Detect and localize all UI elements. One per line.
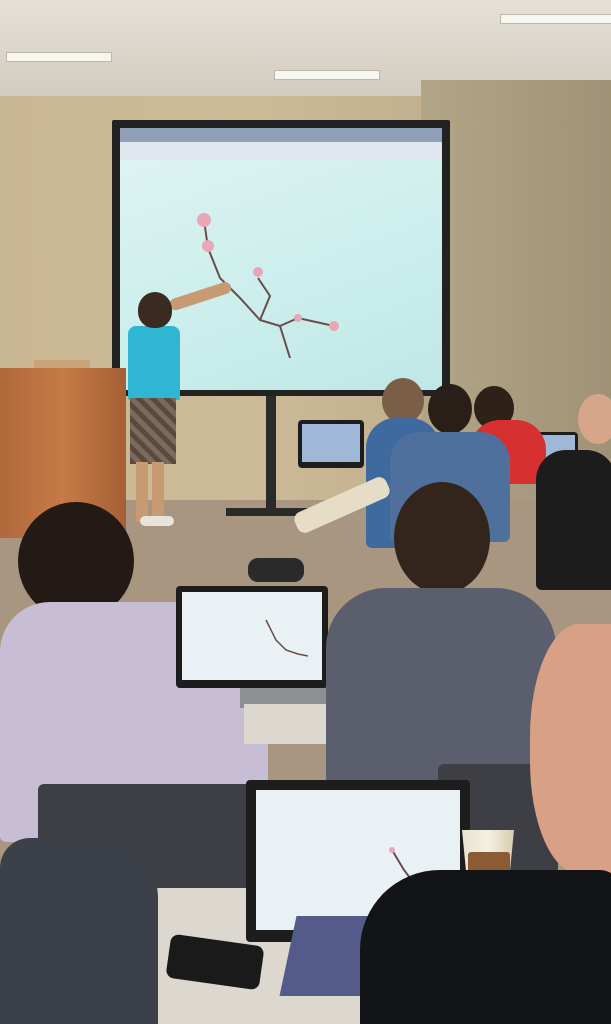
attendee-head-foreground: [530, 624, 611, 874]
graph-edge: [203, 219, 281, 327]
graph-edge: [257, 277, 272, 321]
graph-edge: [279, 316, 335, 327]
presenter-leg: [136, 462, 148, 522]
laptop: [298, 420, 364, 468]
attendee-head: [18, 502, 134, 620]
attendee-head: [578, 394, 611, 444]
ceiling-light: [274, 70, 380, 80]
graph-node: [329, 321, 339, 331]
presenter-shoe: [140, 516, 174, 526]
laptop-display: [182, 592, 322, 680]
podium-lamp: [34, 360, 90, 370]
screen-stand: [266, 396, 276, 516]
attendee-torso: [536, 450, 611, 590]
desk: [244, 704, 330, 744]
attendee-head: [394, 482, 490, 594]
attendee-shoe: [248, 558, 304, 582]
graph-edge: [279, 325, 291, 359]
attendee-torso-foreground: [360, 870, 611, 1024]
presenter-shirt: [128, 326, 180, 400]
laptop: [176, 586, 328, 688]
presenter-leg: [152, 462, 164, 522]
graph-node: [253, 267, 263, 277]
presenter-head: [138, 292, 172, 328]
attendee-head: [382, 378, 424, 424]
ceiling-light: [500, 14, 611, 24]
presenter-shorts: [130, 398, 176, 464]
attendee-torso: [326, 588, 556, 788]
graph-node: [294, 314, 302, 322]
projected-graph: [197, 213, 339, 359]
attendee-head: [428, 384, 472, 434]
graph-node: [202, 240, 214, 252]
laptop-graph: [265, 619, 309, 657]
ceiling-light: [6, 52, 112, 62]
graph-node: [197, 213, 211, 227]
browser-tab-bar: [120, 128, 442, 142]
browser-toolbar: [120, 142, 442, 160]
laptop-keyboard: [240, 688, 330, 708]
screen-stand-base: [226, 508, 316, 516]
attendee-shoulder-foreground: [0, 838, 158, 1024]
